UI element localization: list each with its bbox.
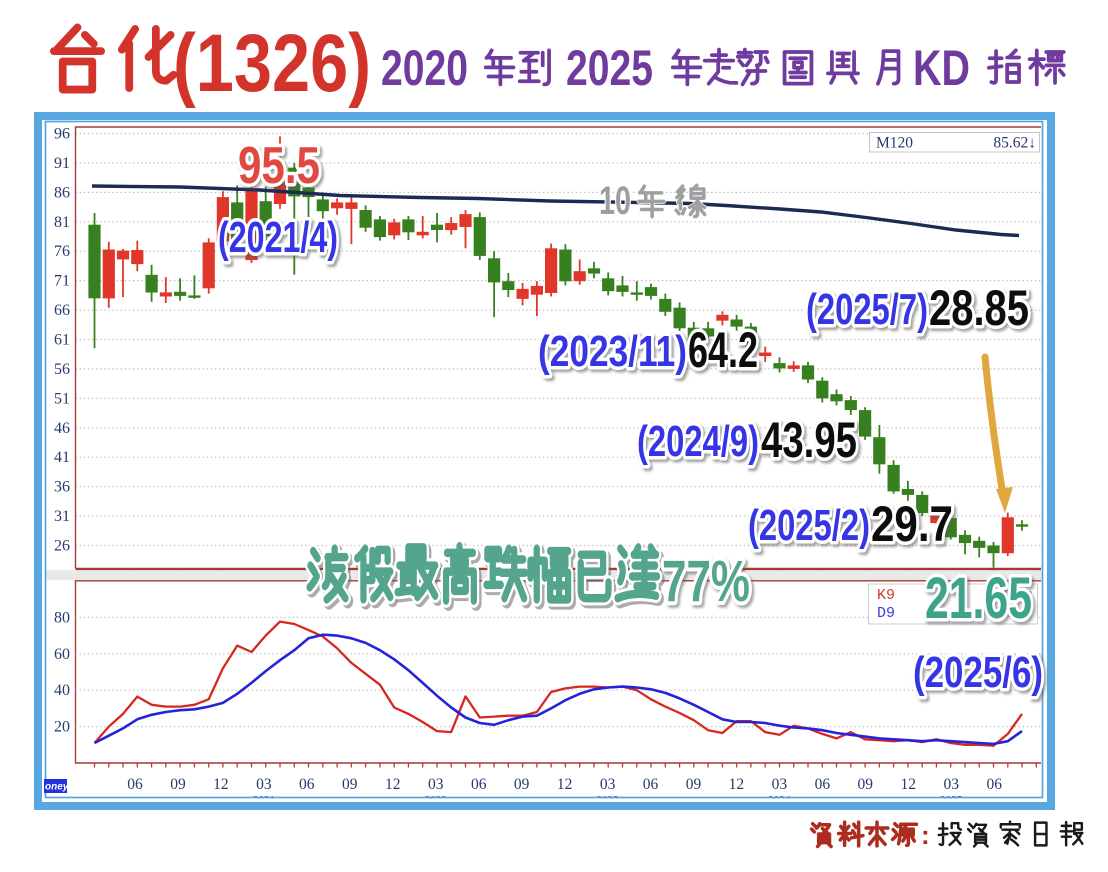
svg-text:06: 06 (127, 776, 143, 793)
svg-text:06: 06 (471, 776, 487, 793)
svg-text:66: 66 (54, 302, 70, 319)
svg-text:2020: 2020 (381, 40, 468, 96)
svg-text:86: 86 (54, 184, 70, 201)
svg-text:60: 60 (54, 646, 70, 663)
svg-text:12: 12 (729, 776, 745, 793)
svg-text:91: 91 (54, 155, 70, 172)
svg-text:10: 10 (599, 179, 631, 223)
svg-text:12: 12 (901, 776, 917, 793)
svg-text:06: 06 (815, 776, 831, 793)
svg-text:KD: KD (913, 40, 970, 96)
svg-text:03: 03 (600, 776, 616, 793)
svg-text:(2021/4): (2021/4) (218, 213, 338, 262)
svg-text:06: 06 (643, 776, 659, 793)
svg-text:77%: 77% (662, 549, 750, 614)
svg-text:31: 31 (54, 508, 70, 525)
svg-text:(2025/7): (2025/7) (806, 285, 928, 334)
svg-text:21.65: 21.65 (925, 566, 1032, 631)
svg-text:(1326): (1326) (173, 18, 371, 109)
svg-text:D9: D9 (877, 605, 895, 622)
svg-text:oney: oney (45, 782, 69, 793)
svg-text:03: 03 (772, 776, 788, 793)
svg-text:20: 20 (54, 719, 70, 736)
svg-text:09: 09 (170, 776, 186, 793)
svg-text:(2024/9): (2024/9) (637, 417, 759, 466)
svg-text:(2025/2): (2025/2) (748, 501, 870, 550)
svg-text:03: 03 (943, 776, 959, 793)
svg-text:81: 81 (54, 214, 70, 231)
svg-text:29.7: 29.7 (871, 496, 953, 552)
svg-text:80: 80 (54, 609, 70, 626)
svg-text:(2023/11): (2023/11) (538, 327, 687, 376)
svg-text:96: 96 (54, 126, 70, 143)
svg-text:09: 09 (514, 776, 530, 793)
svg-text:28.85: 28.85 (929, 280, 1029, 336)
svg-text:61: 61 (54, 332, 70, 349)
svg-text:03: 03 (428, 776, 444, 793)
svg-text:2025: 2025 (566, 40, 653, 96)
svg-text::: : (921, 820, 930, 850)
svg-text:09: 09 (686, 776, 702, 793)
svg-text:06: 06 (299, 776, 315, 793)
svg-text:36: 36 (54, 479, 70, 496)
svg-text:64.2: 64.2 (688, 322, 758, 378)
svg-text:09: 09 (342, 776, 358, 793)
svg-text:43.95: 43.95 (761, 412, 857, 468)
svg-text:95.5: 95.5 (238, 137, 320, 195)
svg-text:18.19↑: 18.19↑ (993, 605, 1034, 621)
svg-text:(2025/6): (2025/6) (913, 648, 1043, 697)
svg-text:12: 12 (557, 776, 573, 793)
svg-text:24.32↑: 24.32↑ (993, 587, 1034, 603)
svg-text:12: 12 (385, 776, 401, 793)
svg-text:46: 46 (54, 420, 70, 437)
svg-text:40: 40 (54, 682, 70, 699)
svg-text:09: 09 (858, 776, 874, 793)
svg-text:12: 12 (213, 776, 229, 793)
svg-text:06: 06 (986, 776, 1002, 793)
svg-text:M120: M120 (876, 135, 913, 152)
svg-text:41: 41 (54, 449, 70, 466)
svg-text:85.62↓: 85.62↓ (993, 135, 1036, 152)
svg-text:56: 56 (54, 361, 70, 378)
svg-text:03: 03 (256, 776, 272, 793)
svg-text:K9: K9 (877, 587, 895, 604)
svg-text:51: 51 (54, 390, 70, 407)
svg-text:76: 76 (54, 243, 70, 260)
svg-text:26: 26 (54, 538, 70, 555)
svg-text:71: 71 (54, 273, 70, 290)
